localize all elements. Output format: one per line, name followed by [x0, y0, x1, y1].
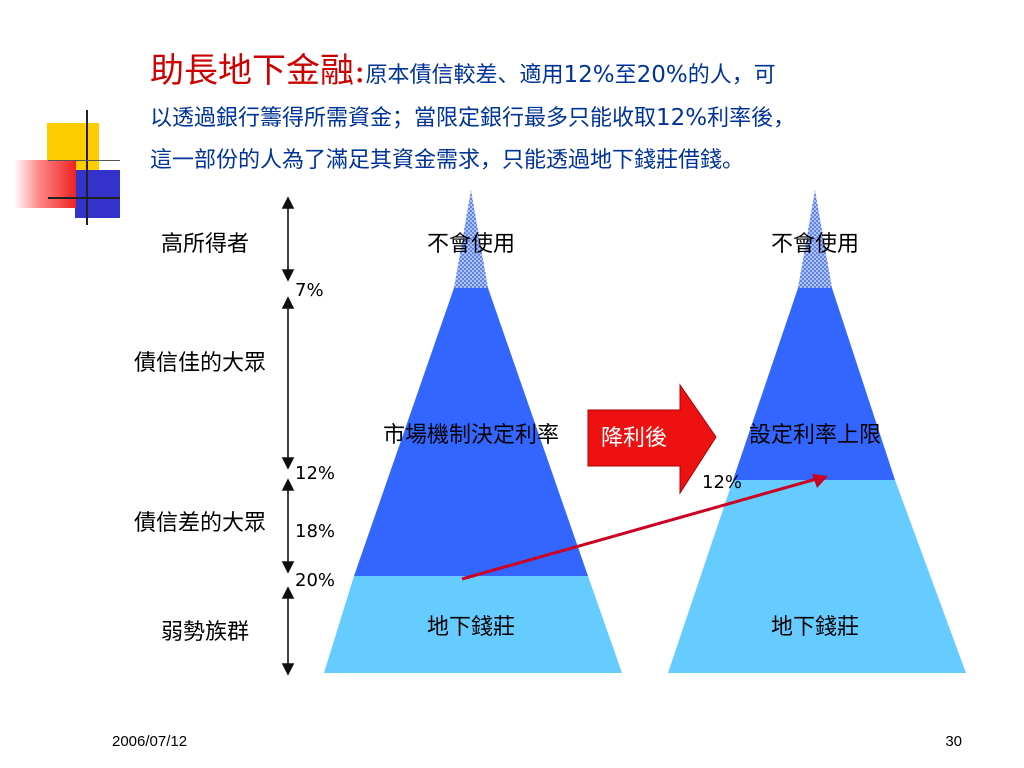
left-pyramid-top — [454, 190, 488, 288]
label-disadvantaged: 弱勢族群 — [161, 620, 249, 645]
label-poor-credit: 債信差的大眾 — [134, 511, 266, 536]
right-cap-mark: 12% — [702, 472, 742, 493]
left-bottom-label: 地下錢莊 — [427, 615, 515, 640]
bracket-arrows — [281, 196, 295, 676]
decor-red-square — [14, 160, 76, 208]
footer-date: 2006/07/12 — [112, 733, 188, 750]
mark-18-percent: 18% — [295, 521, 335, 542]
right-pyramid-bottom — [668, 480, 966, 673]
title-text-2c: 利率後， — [707, 106, 796, 131]
right-pyramid — [668, 190, 966, 673]
title-text-1a: 原本債信較差、適用 — [365, 63, 564, 88]
decor-vertical-line — [86, 110, 88, 225]
right-bottom-label: 地下錢莊 — [771, 615, 859, 640]
decor-horizontal-line-2 — [48, 160, 120, 161]
left-top-label: 不會使用 — [427, 232, 515, 257]
decor-horizontal-line — [48, 197, 120, 199]
right-middle-label: 設定利率上限 — [749, 423, 881, 448]
title-text-1d: 20% — [636, 62, 688, 88]
rate-cut-arrow: 降利後 — [587, 383, 717, 495]
label-high-income: 高所得者 — [161, 232, 249, 257]
title-text-1b: 12% — [563, 62, 615, 88]
title-text-3: 這一部份的人為了滿足其資金需求，只能透過地下錢莊借錢。 — [150, 148, 745, 173]
rate-cut-label: 降利後 — [601, 426, 667, 451]
left-pyramid — [324, 190, 622, 673]
slide-title: 助長地下金融:原本債信較差、適用12%至20%的人，可 以透過銀行籌得所需資金；… — [150, 50, 980, 182]
title-heading: 助長地下金融: — [150, 51, 366, 91]
shift-arrow — [461, 474, 828, 581]
title-text-1e: 的人，可 — [687, 63, 776, 88]
right-pyramid-middle — [733, 288, 895, 480]
left-pyramid-bottom — [324, 576, 622, 673]
title-text-2a: 以透過銀行籌得所需資金；當限定銀行最多只能收取 — [150, 106, 657, 131]
mark-20-percent: 20% — [295, 570, 335, 591]
mark-12-percent: 12% — [295, 463, 335, 484]
right-top-label: 不會使用 — [771, 232, 859, 257]
mark-7-percent: 7% — [295, 280, 324, 301]
decor-blue-square — [75, 170, 120, 218]
right-pyramid-top — [798, 190, 832, 288]
title-text-2b: 12% — [656, 105, 708, 131]
left-middle-label: 市場機制決定利率 — [383, 423, 559, 448]
left-pyramid-middle — [354, 288, 588, 576]
title-text-1c: 至 — [614, 63, 637, 88]
label-good-credit: 債信佳的大眾 — [134, 351, 266, 376]
footer-page-number: 30 — [945, 733, 962, 750]
